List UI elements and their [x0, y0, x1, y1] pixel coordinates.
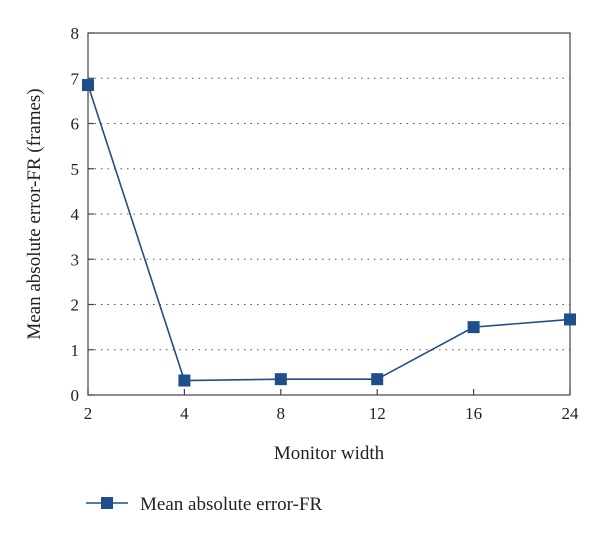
series-group — [82, 79, 576, 387]
x-axis-title: Monitor width — [274, 443, 385, 464]
x-tick-label: 4 — [180, 404, 189, 423]
y-tick-label: 2 — [71, 296, 80, 315]
y-tick-label: 1 — [71, 341, 80, 360]
x-tick-label: 24 — [562, 404, 580, 423]
series-line — [87, 84, 571, 382]
y-tick-label: 7 — [71, 69, 80, 88]
x-tick-label: 8 — [277, 404, 286, 423]
data-point — [564, 313, 576, 326]
legend-marker — [101, 497, 113, 509]
y-axis-title: Mean absolute error-FR (frames) — [24, 88, 45, 339]
x-tick-label: 2 — [84, 404, 93, 423]
y-tick-label: 8 — [71, 24, 80, 43]
y-axis: 0 1 2 3 4 5 6 7 8 — [71, 24, 94, 405]
grid-lines — [88, 77, 570, 351]
x-axis: 2 4 8 12 16 24 — [84, 389, 579, 423]
x-tick-label: 16 — [465, 404, 482, 423]
data-point — [274, 373, 287, 386]
data-point — [82, 79, 94, 92]
x-tick-label: 12 — [369, 404, 386, 423]
data-point — [371, 373, 384, 386]
legend: Mean absolute error-FR — [86, 494, 323, 515]
y-tick-label: 4 — [71, 205, 80, 224]
data-point — [178, 374, 191, 387]
y-tick-label: 6 — [71, 115, 80, 134]
y-tick-label: 5 — [71, 160, 80, 179]
data-point — [467, 321, 480, 334]
y-tick-label: 0 — [71, 386, 80, 405]
legend-label: Mean absolute error-FR — [140, 494, 323, 515]
y-tick-label: 3 — [71, 250, 80, 269]
